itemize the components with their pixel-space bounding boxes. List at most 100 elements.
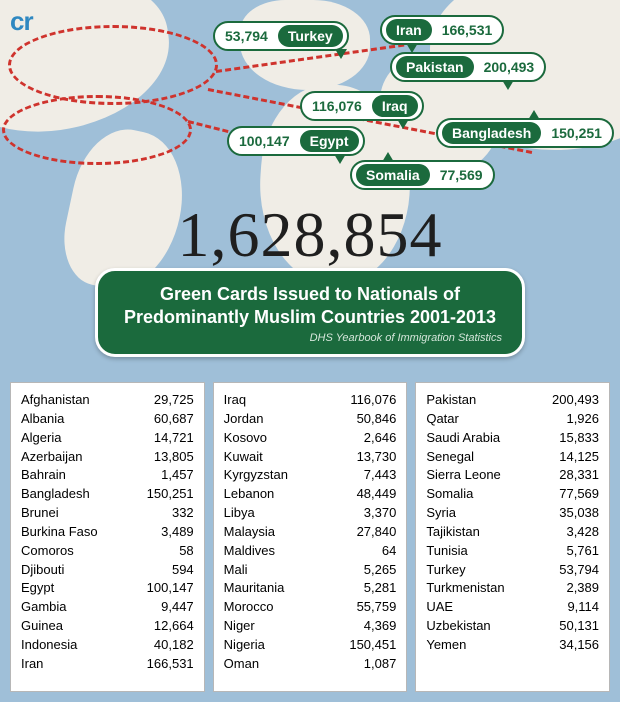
row-country: Niger xyxy=(224,617,337,636)
row-value: 14,721 xyxy=(134,429,194,448)
row-value: 1,926 xyxy=(539,410,599,429)
row-country: Kuwait xyxy=(224,448,337,467)
callout-country: Somalia xyxy=(356,164,430,186)
row-value: 166,531 xyxy=(134,655,194,674)
table-row: Somalia 77,569 xyxy=(426,485,599,504)
row-country: Libya xyxy=(224,504,337,523)
callout-pointer xyxy=(335,49,347,59)
table-row: Maldives 64 xyxy=(224,542,397,561)
row-value: 58 xyxy=(134,542,194,561)
row-value: 34,156 xyxy=(539,636,599,655)
row-value: 27,840 xyxy=(336,523,396,542)
row-value: 3,489 xyxy=(134,523,194,542)
table-row: Indonesia 40,182 xyxy=(21,636,194,655)
row-country: Indonesia xyxy=(21,636,134,655)
table-row: Kuwait 13,730 xyxy=(224,448,397,467)
row-country: Pakistan xyxy=(426,391,539,410)
table-row: Niger 4,369 xyxy=(224,617,397,636)
table-row: Tajikistan 3,428 xyxy=(426,523,599,542)
map-section: cr 53,794 Turkey Iran166,531 Pakistan200… xyxy=(0,0,620,372)
callout-country: Egypt xyxy=(300,130,359,152)
row-country: UAE xyxy=(426,598,539,617)
table-row: Libya 3,370 xyxy=(224,504,397,523)
row-value: 7,443 xyxy=(336,466,396,485)
row-country: Bangladesh xyxy=(21,485,134,504)
row-value: 48,449 xyxy=(336,485,396,504)
callout-country: Iraq xyxy=(372,95,418,117)
row-value: 13,805 xyxy=(134,448,194,467)
row-value: 150,451 xyxy=(336,636,396,655)
table-row: Oman 1,087 xyxy=(224,655,397,674)
row-value: 116,076 xyxy=(336,391,396,410)
data-column-2: Iraq 116,076 Jordan 50,846 Kosovo 2,646 … xyxy=(213,382,408,692)
table-row: Turkmenistan 2,389 xyxy=(426,579,599,598)
table-row: Uzbekistan 50,131 xyxy=(426,617,599,636)
table-row: Yemen 34,156 xyxy=(426,636,599,655)
row-value: 9,114 xyxy=(539,598,599,617)
row-country: Iraq xyxy=(224,391,337,410)
callout-pointer xyxy=(382,152,394,162)
row-country: Iran xyxy=(21,655,134,674)
callout-country: Pakistan xyxy=(396,56,474,78)
table-section: Afghanistan 29,725 Albania 60,687 Algeri… xyxy=(0,372,620,702)
row-value: 55,759 xyxy=(336,598,396,617)
row-value: 15,833 xyxy=(539,429,599,448)
row-value: 12,664 xyxy=(134,617,194,636)
callout-iran: Iran166,531 xyxy=(380,15,504,45)
row-country: Saudi Arabia xyxy=(426,429,539,448)
table-row: Bangladesh 150,251 xyxy=(21,485,194,504)
table-row: Malaysia 27,840 xyxy=(224,523,397,542)
row-country: Egypt xyxy=(21,579,134,598)
table-row: Gambia 9,447 xyxy=(21,598,194,617)
banner-title: Green Cards Issued to Nationals of Predo… xyxy=(118,283,502,328)
callout-turkey: 53,794 Turkey xyxy=(213,21,349,51)
row-country: Tajikistan xyxy=(426,523,539,542)
row-value: 28,331 xyxy=(539,466,599,485)
callout-somalia: Somalia77,569 xyxy=(350,160,495,190)
row-country: Kyrgyzstan xyxy=(224,466,337,485)
table-row: Burkina Faso 3,489 xyxy=(21,523,194,542)
callout-value: 77,569 xyxy=(434,167,489,183)
callout-value: 200,493 xyxy=(478,59,541,75)
callout-pointer xyxy=(502,80,514,90)
row-country: Albania xyxy=(21,410,134,429)
callout-country: Turkey xyxy=(278,25,343,47)
row-country: Gambia xyxy=(21,598,134,617)
callout-egypt: 100,147 Egypt xyxy=(227,126,365,156)
row-country: Algeria xyxy=(21,429,134,448)
row-value: 50,131 xyxy=(539,617,599,636)
table-row: Sierra Leone 28,331 xyxy=(426,466,599,485)
row-country: Jordan xyxy=(224,410,337,429)
table-row: Brunei 332 xyxy=(21,504,194,523)
row-country: Malaysia xyxy=(224,523,337,542)
row-value: 40,182 xyxy=(134,636,194,655)
row-country: Comoros xyxy=(21,542,134,561)
table-row: Kyrgyzstan 7,443 xyxy=(224,466,397,485)
row-value: 29,725 xyxy=(134,391,194,410)
row-value: 60,687 xyxy=(134,410,194,429)
callout-value: 166,531 xyxy=(436,22,499,38)
row-value: 594 xyxy=(134,561,194,580)
callout-value: 150,251 xyxy=(545,125,608,141)
table-row: Lebanon 48,449 xyxy=(224,485,397,504)
row-country: Maldives xyxy=(224,542,337,561)
row-country: Uzbekistan xyxy=(426,617,539,636)
data-column-1: Afghanistan 29,725 Albania 60,687 Algeri… xyxy=(10,382,205,692)
callout-iraq: 116,076 Iraq xyxy=(300,91,424,121)
row-country: Morocco xyxy=(224,598,337,617)
logo: cr xyxy=(10,6,33,37)
table-row: Pakistan 200,493 xyxy=(426,391,599,410)
row-value: 100,147 xyxy=(134,579,194,598)
table-row: Comoros 58 xyxy=(21,542,194,561)
table-row: Nigeria 150,451 xyxy=(224,636,397,655)
table-row: Mauritania 5,281 xyxy=(224,579,397,598)
row-country: Djibouti xyxy=(21,561,134,580)
table-row: Iraq 116,076 xyxy=(224,391,397,410)
table-row: UAE 9,114 xyxy=(426,598,599,617)
row-value: 64 xyxy=(336,542,396,561)
row-country: Afghanistan xyxy=(21,391,134,410)
row-country: Turkey xyxy=(426,561,539,580)
row-country: Azerbaijan xyxy=(21,448,134,467)
row-country: Somalia xyxy=(426,485,539,504)
row-value: 1,457 xyxy=(134,466,194,485)
